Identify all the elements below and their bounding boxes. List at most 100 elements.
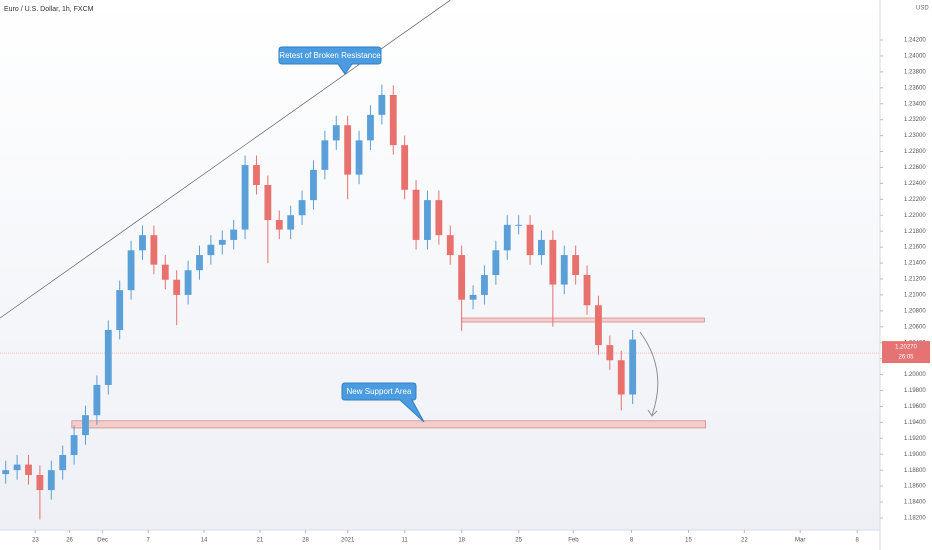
candle-body (572, 255, 580, 275)
callout-text: Retest of Broken Resistance (279, 51, 381, 60)
y-tick-label: 1.20600 (904, 324, 926, 330)
candle-body (332, 125, 340, 141)
projection-arrow (639, 331, 659, 416)
candle-body (207, 244, 215, 256)
candle-body (446, 235, 454, 256)
candle-body (139, 235, 146, 251)
y-tick-label: 1.22200 (904, 197, 926, 203)
x-tick-label: 11 (402, 538, 409, 544)
y-tick-label: 1.21400 (904, 261, 926, 267)
y-tick-label: 1.18400 (904, 500, 926, 506)
x-tick-label: Feb (568, 538, 579, 544)
candle-body (241, 165, 249, 230)
y-tick-label: 1.23400 (904, 101, 926, 107)
candle-body (389, 94, 397, 146)
candle-body (526, 224, 534, 256)
candle-body (93, 384, 101, 416)
support-zone (71, 420, 706, 429)
candle-body (161, 264, 169, 280)
candle-body (606, 345, 614, 361)
candle-body (127, 250, 135, 291)
candle-body (13, 464, 21, 471)
candle-body (538, 239, 545, 256)
x-tick-label: 23 (32, 538, 39, 544)
candle-body (264, 184, 272, 221)
x-tick-label: Dec (97, 538, 108, 544)
candle-body (583, 274, 591, 306)
callout: New Support Area (341, 382, 425, 423)
candle-body (104, 329, 112, 385)
x-tick-label: 8 (856, 538, 860, 544)
candle-body (617, 360, 625, 395)
candle-body (253, 165, 260, 185)
x-tick-label: 21 (257, 538, 264, 544)
candle-body (70, 435, 78, 456)
candle-body (275, 220, 283, 230)
candle-body (435, 200, 443, 236)
y-tick-label: 1.19400 (904, 420, 926, 426)
candle-body (184, 270, 192, 295)
support-zone (461, 317, 705, 323)
candle-body (378, 94, 386, 115)
y-tick-label: 1.21000 (904, 292, 926, 298)
y-tick-label: 1.22400 (904, 181, 926, 187)
y-tick-label: 1.19200 (904, 436, 926, 442)
x-tick-label: 2021 (341, 538, 355, 544)
y-tick-label: 1.23800 (904, 69, 926, 75)
candle-body (287, 215, 295, 230)
y-tick-label: 1.24200 (904, 38, 926, 44)
candle-body (196, 255, 203, 271)
x-tick-label: 15 (685, 538, 692, 544)
candle-body (47, 470, 55, 491)
x-tick-label: 26 (66, 538, 73, 544)
callout-box (341, 382, 425, 423)
candle-body (629, 339, 637, 395)
candle-body (560, 255, 568, 285)
candle-body (116, 290, 124, 330)
candle-body (355, 140, 363, 175)
candle-body (310, 169, 317, 201)
x-tick-label: 7 (147, 538, 151, 544)
y-tick-label: 1.24000 (904, 54, 926, 60)
candle-body (230, 229, 238, 240)
y-tick-label: 1.22800 (904, 149, 926, 155)
candle-body (595, 305, 602, 346)
y-tick-label: 1.19000 (904, 452, 926, 458)
y-tick-label: 1.23200 (904, 117, 926, 123)
candle-body (367, 114, 374, 141)
candle-body (549, 239, 557, 285)
y-tick-label: 1.23000 (904, 133, 926, 139)
x-tick-label: Mar (795, 538, 805, 544)
candle-body (25, 464, 32, 475)
y-tick-label: 1.22600 (904, 165, 926, 171)
y-tick-label: 1.18200 (904, 516, 926, 522)
candle-body (2, 470, 10, 475)
candle-body (469, 294, 477, 300)
x-tick-label: 18 (458, 538, 465, 544)
y-tick-label: 1.20000 (904, 372, 926, 378)
candle-body (173, 279, 181, 295)
candle-body (401, 145, 409, 190)
candle-body (59, 455, 67, 471)
x-tick-label: 22 (741, 538, 748, 544)
y-tick-label: 1.21200 (904, 277, 926, 283)
y-tick-label: 1.19800 (904, 388, 926, 394)
callout-box (278, 46, 382, 75)
callout: Retest of Broken Resistance (278, 46, 382, 75)
x-tick-label: 14 (201, 538, 208, 544)
x-tick-label: 8 (630, 538, 634, 544)
candle-body (458, 255, 466, 300)
plot-background (0, 0, 880, 530)
y-tick-label: 1.23600 (904, 85, 926, 91)
y-tick-label: 1.20800 (904, 308, 926, 314)
candle-body (36, 474, 44, 491)
candle-body (481, 274, 488, 295)
x-tick-label: 28 (302, 538, 309, 544)
x-tick-label: 25 (515, 538, 522, 544)
countdown-label: 26:05 (898, 355, 914, 361)
y-tick-label: 1.21600 (904, 245, 926, 251)
candle-body (492, 250, 500, 275)
current-price-tag (882, 341, 930, 364)
candle-body (412, 189, 420, 240)
